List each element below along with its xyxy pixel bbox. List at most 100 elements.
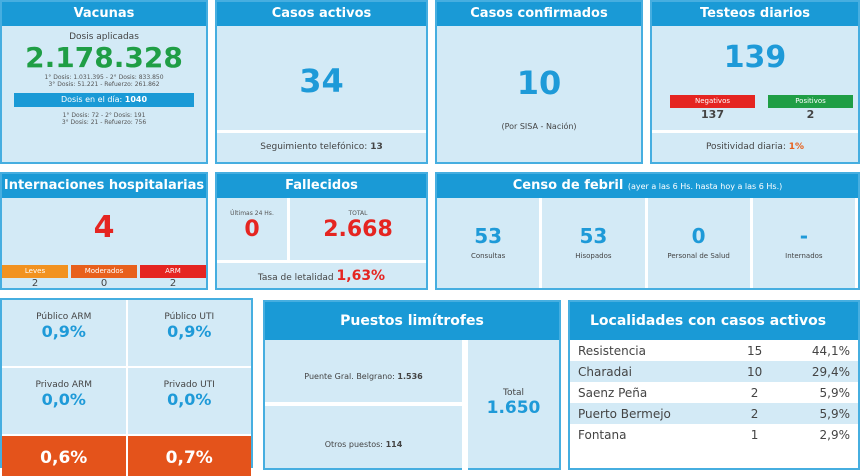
censo-title: Censo de febril <box>512 178 624 193</box>
localidad-name: Saenz Peña <box>578 385 648 400</box>
internacion-item: ARM 2 <box>140 258 206 289</box>
ocupacion-item: Público UTI 0,9% <box>127 300 251 366</box>
ocupacion-value: 0,0% <box>41 390 86 409</box>
seguimiento-telefonico: Seguimiento telefónico: 13 <box>217 142 426 152</box>
internacion-label: Leves <box>2 265 68 278</box>
localidad-name: Resistencia <box>578 343 646 358</box>
censo-subtitle: (ayer a las 6 Hs. hasta hoy a las 6 Hs.) <box>627 182 783 191</box>
dosis-line-2: 3° Dosis: 51.221 - Refuerzo: 261.862 <box>48 81 160 88</box>
internaciones-value: 4 <box>93 210 115 245</box>
negativos-label: Negativos <box>670 95 755 108</box>
ocupacion-total: 0,6% <box>2 436 126 476</box>
dosis-dia-value: 1040 <box>124 95 148 104</box>
fallecidos-title: Fallecidos <box>217 174 426 198</box>
localidad-name: Fontana <box>578 427 627 442</box>
ocupacion-label: Privado UTI <box>163 380 215 390</box>
ocupacion-item: Público ARM 0,9% <box>2 300 126 366</box>
localidad-cases: 2 <box>750 406 759 421</box>
internaciones-title: Internaciones hospitalarias <box>2 174 206 198</box>
localidad-row: Saenz Peña 2 5,9% <box>570 382 858 403</box>
dosis-en-el-dia: Dosis en el día: 1040 <box>14 93 194 107</box>
negativos-value: 137 <box>701 108 724 121</box>
otros-puestos: Otros puestos: 114 <box>265 440 462 449</box>
casos-activos-title: Casos activos <box>217 2 426 26</box>
censo-item: 0 Personal de Salud <box>648 198 753 288</box>
ultimas-24hs-value: 0 <box>244 217 260 242</box>
localidad-row: Charadai 10 29,4% <box>570 361 858 382</box>
ocupacion-card: Público ARM 0,9% Público UTI 0,9% Privado AR… <box>0 298 253 476</box>
censo-value: 53 <box>579 224 608 248</box>
censo-value: 53 <box>474 224 503 248</box>
censo-value: - <box>799 224 809 248</box>
positividad-label: Positividad diaria: <box>705 142 786 152</box>
localidad-row: Fontana 1 2,9% <box>570 424 858 445</box>
testeos-title: Testeos diarios <box>652 2 858 26</box>
localidad-name: Puerto Bermejo <box>578 406 671 421</box>
localidades-card: Localidades con casos activos Resistenci… <box>568 300 860 470</box>
dosis-aplicadas-label: Dosis aplicadas <box>69 32 139 42</box>
ocupacion-item: Privado ARM 0,0% <box>2 368 126 434</box>
censo-header: Censo de febril (ayer a las 6 Hs. hasta … <box>437 174 858 198</box>
localidad-cases: 2 <box>750 385 759 400</box>
puente-belgrano: Puente Gral. Belgrano: 1.536 <box>265 372 462 381</box>
internaciones-breakdown: Leves 2 Moderados 0 ARM 2 <box>2 258 206 289</box>
localidad-percent: 44,1% <box>811 343 850 358</box>
internacion-value: 2 <box>31 278 39 289</box>
positividad-value: 1% <box>788 142 805 152</box>
internacion-value: 0 <box>100 278 108 289</box>
positivos: Positivos 2 <box>768 88 853 121</box>
censo-label: Internados <box>785 252 823 260</box>
localidad-percent: 29,4% <box>811 364 850 379</box>
seguimiento-label: Seguimiento telefónico: <box>260 142 368 152</box>
ocupacion-item: Privado UTI 0,0% <box>127 368 251 434</box>
localidad-row: Resistencia 15 44,1% <box>570 340 858 361</box>
censo-items: 53 Consultas 53 Hisopados 0 Personal de Salud… <box>437 198 858 288</box>
tasa-label: Tasa de letalidad <box>257 273 334 283</box>
puente-value: 1.536 <box>397 372 423 381</box>
internacion-label: ARM <box>140 265 206 278</box>
ocupacion-label: Público UTI <box>164 312 215 322</box>
casos-activos-value: 34 <box>299 62 344 100</box>
total-value: 2.668 <box>323 217 393 242</box>
ocupacion-value: 0,9% <box>167 322 212 341</box>
dosis-dia-line-2: 3° Dosis: 21 - Refuerzo: 756 <box>61 119 147 126</box>
internacion-label: Moderados <box>71 265 137 278</box>
puestos-total-label: Total <box>502 388 525 398</box>
negativos: Negativos 137 <box>670 88 755 121</box>
ocupacion-label: Privado ARM <box>35 380 93 390</box>
localidad-percent: 2,9% <box>819 427 851 442</box>
internaciones-card: Internaciones hospitalarias 4 Leves 2 Mode… <box>0 172 208 290</box>
localidad-cases: 1 <box>750 427 759 442</box>
localidades-title: Localidades con casos activos <box>570 302 858 340</box>
testeos-card: Testeos diarios 139 Negativos 137 Positiv… <box>650 0 860 164</box>
localidad-cases: 15 <box>746 343 763 358</box>
ocupacion-grid: Público ARM 0,9% Público UTI 0,9% Privado AR… <box>2 300 251 476</box>
total-label: TOTAL <box>348 210 368 217</box>
positividad: Positividad diaria: 1% <box>652 142 858 152</box>
internacion-value: 2 <box>169 278 177 289</box>
internacion-item: Moderados 0 <box>71 258 137 289</box>
dosis-line-1: 1° Dosis: 1.031.395 - 2° Dosis: 833.850 <box>44 74 164 81</box>
puestos-title: Puestos limítrofes <box>265 302 559 340</box>
censo-label: Consultas <box>470 252 506 260</box>
ocupacion-total: 0,7% <box>127 436 251 476</box>
ocupacion-label: Público ARM <box>36 312 92 322</box>
internacion-item: Leves 2 <box>2 258 68 289</box>
censo-item: 53 Consultas <box>437 198 543 288</box>
puestos-card: Puestos limítrofes Puente Gral. Belgrano… <box>263 300 561 470</box>
confirmados-note: (Por SISA - Nación) <box>501 122 577 131</box>
censo-value: 0 <box>691 224 706 248</box>
ultimas-24hs-label: Últimas 24 Hs. <box>230 210 274 217</box>
otros-value: 114 <box>385 440 403 449</box>
censo-label: Hisopados <box>575 252 612 260</box>
vacunas-card: Vacunas Dosis aplicadas 2.178.328 1° Dos… <box>0 0 208 164</box>
localidad-percent: 5,9% <box>819 406 851 421</box>
seguimiento-value: 13 <box>370 142 383 152</box>
otros-label: Otros puestos: <box>324 440 384 449</box>
casos-confirmados-title: Casos confirmados <box>437 2 641 26</box>
ocupacion-value: 0,0% <box>167 390 212 409</box>
censo-febril-card: Censo de febril (ayer a las 6 Hs. hasta … <box>435 172 860 290</box>
localidad-name: Charadai <box>578 364 632 379</box>
localidad-percent: 5,9% <box>819 385 851 400</box>
localidad-cases: 10 <box>746 364 763 379</box>
